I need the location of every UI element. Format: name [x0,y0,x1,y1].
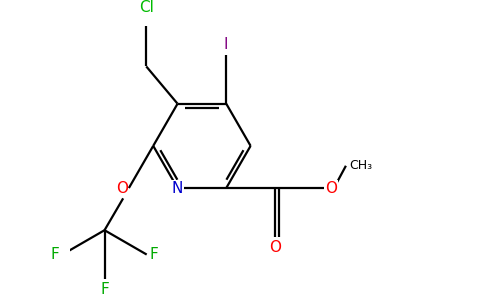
Text: N: N [172,181,183,196]
Text: F: F [150,247,158,262]
Text: O: O [116,181,128,196]
Text: CH₃: CH₃ [349,159,372,172]
Text: F: F [100,282,109,297]
Text: I: I [224,37,228,52]
Text: F: F [51,247,60,262]
Text: Cl: Cl [139,0,154,15]
Text: O: O [269,240,281,255]
Text: O: O [325,181,337,196]
